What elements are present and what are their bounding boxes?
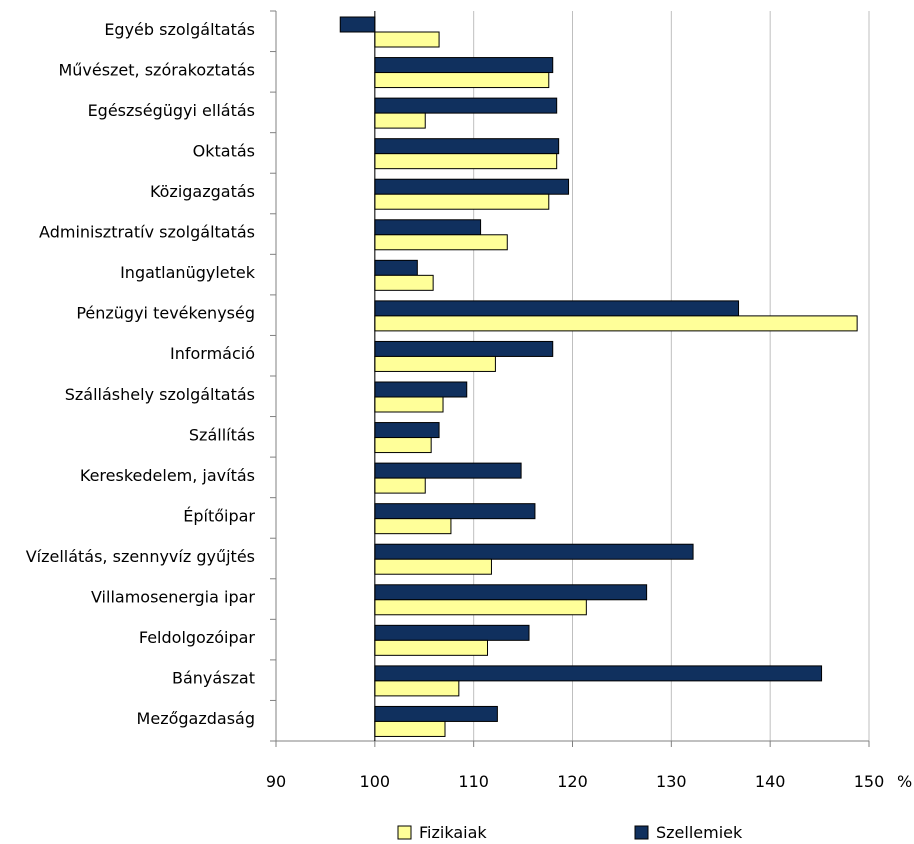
bar-szellemiek-0 bbox=[339, 16, 376, 33]
category-label: Adminisztratív szolgáltatás bbox=[39, 223, 255, 242]
bar-szellemiek-10 bbox=[374, 422, 440, 439]
bar-szellemiek-5 bbox=[374, 219, 482, 236]
category-label: Egyéb szolgáltatás bbox=[104, 20, 255, 39]
bar-szellemiek-6 bbox=[374, 259, 418, 276]
bar-fizikaiak-7 bbox=[374, 315, 858, 332]
legend-swatch-fizikaiak bbox=[397, 825, 412, 840]
bar-szellemiek-14 bbox=[374, 584, 648, 601]
bar-fizikaiak-14 bbox=[374, 599, 587, 616]
bar-fizikaiak-6 bbox=[374, 274, 434, 291]
bar-fizikaiak-17 bbox=[374, 720, 446, 737]
bar-szellemiek-9 bbox=[374, 381, 468, 398]
category-label: Villamosenergia ipar bbox=[91, 588, 255, 607]
x-tick-label: 130 bbox=[656, 772, 687, 791]
bar-fizikaiak-13 bbox=[374, 558, 492, 575]
x-tick-label: 100 bbox=[360, 772, 391, 791]
bar-szellemiek-3 bbox=[374, 138, 560, 155]
bar-szellemiek-15 bbox=[374, 624, 530, 641]
tick-labels: 90 100 110 120 130 140 150 bbox=[266, 772, 884, 791]
bar-fizikaiak-4 bbox=[374, 193, 550, 210]
axes bbox=[270, 10, 870, 747]
x-tick-label: 150 bbox=[854, 772, 885, 791]
bar-szellemiek-7 bbox=[374, 300, 740, 317]
bar-fizikaiak-5 bbox=[374, 234, 508, 251]
category-label: Pénzügyi tevékenység bbox=[76, 304, 255, 323]
legend-swatch-szellemiek bbox=[634, 825, 649, 840]
bar-fizikaiak-11 bbox=[374, 477, 426, 494]
bar-szellemiek-11 bbox=[374, 462, 522, 479]
bar-szellemiek-2 bbox=[374, 97, 558, 114]
x-tick-label: 120 bbox=[557, 772, 588, 791]
x-tick-label: 140 bbox=[755, 772, 786, 791]
category-label: Kereskedelem, javítás bbox=[80, 466, 255, 485]
category-label: Információ bbox=[170, 344, 255, 363]
category-label: Bányászat bbox=[172, 669, 255, 688]
bar-fizikaiak-3 bbox=[374, 153, 558, 170]
bar-szellemiek-16 bbox=[374, 665, 823, 682]
bar-fizikaiak-15 bbox=[374, 639, 489, 656]
bar-szellemiek-17 bbox=[374, 705, 498, 722]
category-label: Egészségügyi ellátás bbox=[88, 101, 255, 120]
bar-szellemiek-4 bbox=[374, 178, 570, 195]
category-label: Mezőgazdaság bbox=[137, 709, 255, 728]
unit-label: % bbox=[897, 772, 912, 791]
legend-label-szellemiek: Szellemiek bbox=[656, 823, 743, 842]
bar-fizikaiak-16 bbox=[374, 680, 460, 697]
x-tick-label: 110 bbox=[458, 772, 489, 791]
category-label: Oktatás bbox=[193, 141, 255, 160]
legend: Fizikaiak Szellemiek bbox=[397, 823, 743, 842]
bar-fizikaiak-10 bbox=[374, 437, 432, 454]
bar-fizikaiak-9 bbox=[374, 396, 444, 413]
bars bbox=[339, 16, 858, 737]
category-label: Művészet, szórakoztatás bbox=[58, 60, 255, 79]
bar-szellemiek-1 bbox=[374, 57, 554, 74]
category-label: Feldolgozóipar bbox=[139, 628, 256, 647]
legend-label-fizikaiak: Fizikaiak bbox=[419, 823, 487, 842]
bar-szellemiek-12 bbox=[374, 503, 536, 520]
x-tick-label: 90 bbox=[266, 772, 286, 791]
bar-fizikaiak-8 bbox=[374, 355, 496, 372]
category-labels: Egyéb szolgáltatás Művészet, szórakoztatá… bbox=[26, 20, 256, 728]
category-label: Építőipar bbox=[183, 506, 255, 525]
bar-fizikaiak-12 bbox=[374, 518, 452, 535]
bar-fizikaiak-1 bbox=[374, 72, 550, 89]
category-label: Szállítás bbox=[189, 425, 255, 444]
bar-szellemiek-13 bbox=[374, 543, 694, 560]
category-label: Szálláshely szolgáltatás bbox=[65, 385, 255, 404]
bar-fizikaiak-0 bbox=[374, 31, 440, 48]
category-label: Vízellátás, szennyvíz gyűjtés bbox=[26, 547, 255, 566]
bar-szellemiek-8 bbox=[374, 340, 554, 357]
category-label: Ingatlanügyletek bbox=[120, 263, 256, 282]
category-label: Közigazgatás bbox=[150, 182, 255, 201]
bar-fizikaiak-2 bbox=[374, 112, 426, 129]
